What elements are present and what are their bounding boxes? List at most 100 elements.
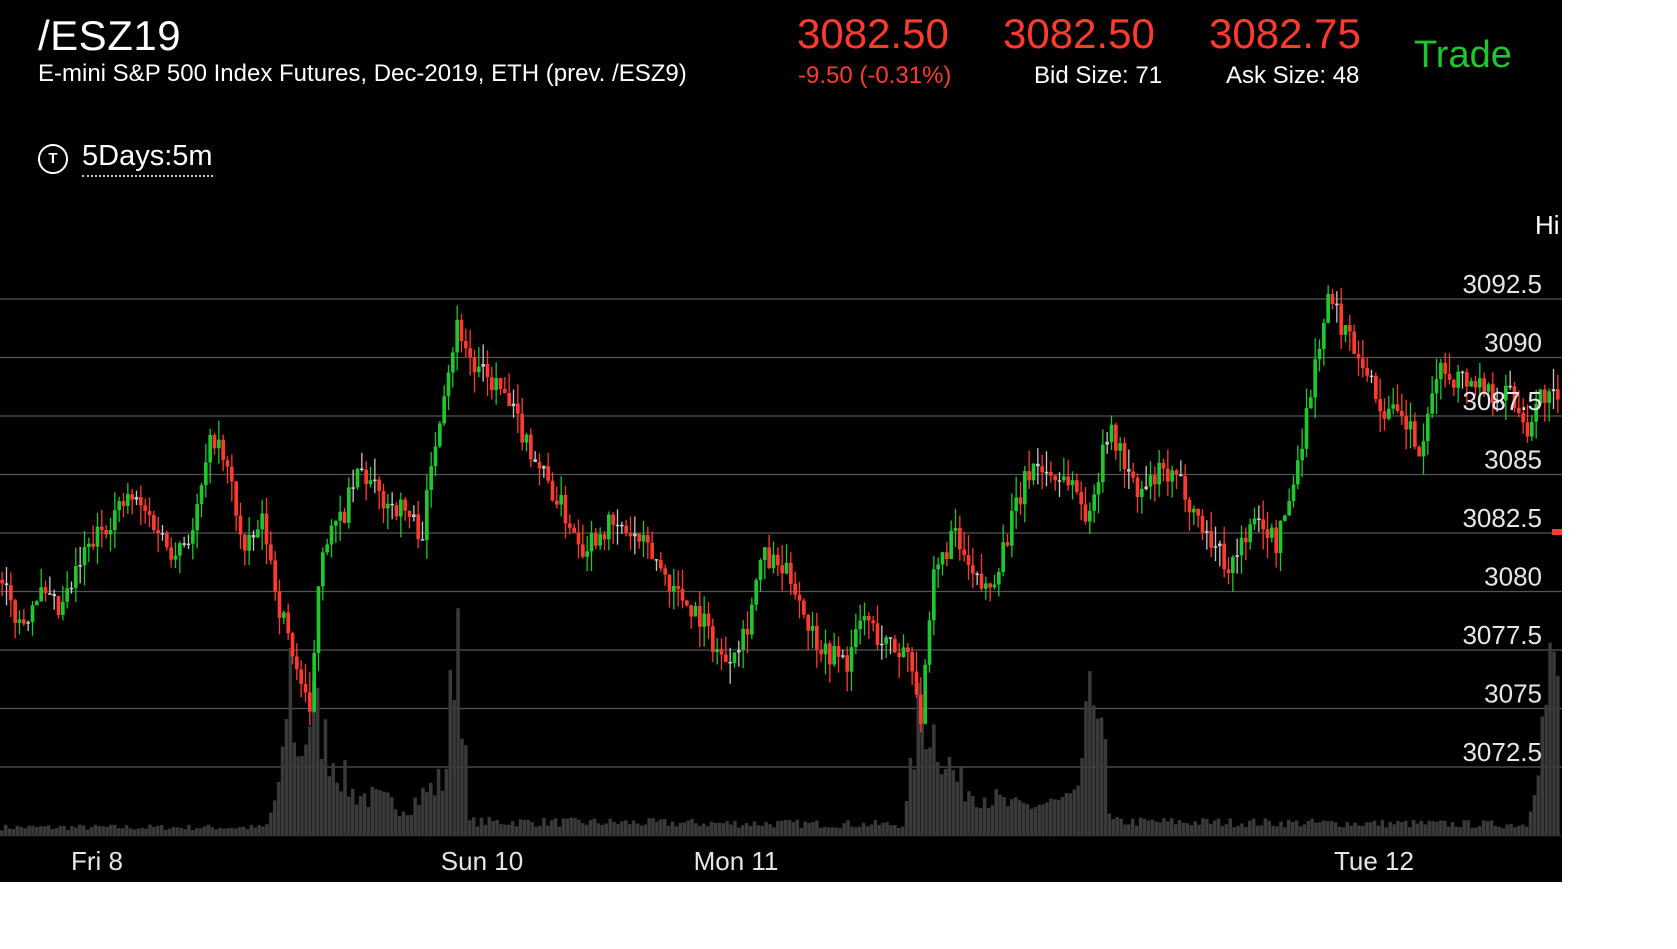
volume-bar xyxy=(432,795,437,836)
candle-body xyxy=(1452,379,1456,388)
candle-body xyxy=(819,649,823,655)
candle-body xyxy=(74,566,78,588)
candle-body xyxy=(329,525,334,545)
volume-bar xyxy=(1294,820,1299,836)
candle-body xyxy=(594,533,598,546)
volume-bar xyxy=(1287,819,1291,836)
timeframe-selector[interactable]: T 5Days:5m xyxy=(38,140,213,177)
candle-body xyxy=(186,543,191,546)
candle-body xyxy=(1057,480,1062,482)
volume-bar xyxy=(510,821,515,836)
candle-body xyxy=(416,514,420,540)
volume-bar xyxy=(113,824,117,836)
volume-bar xyxy=(171,826,176,836)
volume-bar xyxy=(401,811,406,836)
candle-body xyxy=(277,591,282,618)
candle-body xyxy=(368,480,373,485)
candle-body xyxy=(43,587,48,594)
volume-bar xyxy=(986,807,991,836)
candle-body xyxy=(1304,408,1309,449)
x-tick-label: Tue 12 xyxy=(1334,846,1414,876)
candle-body xyxy=(1387,408,1391,419)
volume-bar xyxy=(1462,820,1467,836)
candle-body xyxy=(1226,569,1231,574)
volume-bar xyxy=(928,747,932,836)
candle-body xyxy=(1200,515,1205,533)
volume-bar xyxy=(811,821,815,836)
candle-body xyxy=(208,434,212,463)
candle-body xyxy=(1183,476,1187,500)
volume-bar xyxy=(308,726,312,836)
candle-body xyxy=(230,466,234,482)
instrument-description: E-mini S&P 500 Index Futures, Dec-2019, … xyxy=(38,60,687,87)
volume-bar xyxy=(1361,825,1365,836)
candle-body xyxy=(35,601,39,606)
candle-body xyxy=(962,549,966,556)
volume-bar xyxy=(526,819,531,836)
candle-body xyxy=(802,600,806,615)
volume-bar xyxy=(620,821,624,836)
volume-bar xyxy=(390,797,394,836)
candle-body xyxy=(984,583,988,589)
candle-body xyxy=(1491,384,1495,403)
candle-body xyxy=(624,525,628,534)
candle-body xyxy=(1179,474,1183,477)
volume-bar xyxy=(612,821,616,836)
candle-body xyxy=(373,479,377,482)
candle-body xyxy=(1278,520,1283,553)
timeframe-label: 5Days:5m xyxy=(82,140,213,177)
candle-body xyxy=(1044,471,1049,474)
candle-body xyxy=(485,364,490,378)
volume-bar xyxy=(1248,820,1252,836)
candle-body xyxy=(191,530,195,544)
candle-body xyxy=(776,554,780,566)
volume-bar xyxy=(1329,820,1334,836)
candle-body xyxy=(1356,353,1361,359)
candle-body xyxy=(104,529,108,535)
volume-bar xyxy=(156,825,160,836)
candle-body xyxy=(1014,497,1018,512)
volume-bar xyxy=(397,815,402,836)
volume-bar xyxy=(994,789,999,836)
candle-body xyxy=(269,544,273,561)
candle-body xyxy=(95,526,100,547)
candle-body xyxy=(1127,469,1131,472)
candle-body xyxy=(841,655,845,657)
volume-bar xyxy=(1368,822,1373,836)
volume-bar xyxy=(1076,785,1080,836)
volume-bar xyxy=(448,669,453,836)
volume-bar xyxy=(273,800,277,836)
candle-body xyxy=(901,647,906,658)
trade-button[interactable]: Trade xyxy=(1414,34,1512,76)
candle-body xyxy=(1296,460,1300,485)
volume-bar xyxy=(1224,824,1229,836)
candle-body xyxy=(308,692,312,712)
volume-bar xyxy=(1536,775,1541,836)
volume-bar xyxy=(721,823,726,836)
candle-body xyxy=(641,535,646,542)
volume-bar xyxy=(943,768,948,836)
y-tick-label: 3075 xyxy=(1484,679,1542,709)
candle-body xyxy=(1543,389,1547,403)
chart-screen: 3092.5 3090 3087.5 3085 3082.5 3080 3077.5 3075… xyxy=(0,0,1562,882)
volume-bar xyxy=(354,804,359,836)
candle-body xyxy=(13,600,17,623)
candle-body xyxy=(199,485,204,505)
volume-bar xyxy=(1419,820,1424,836)
candle-body xyxy=(1196,508,1200,516)
x-tick-label: Mon 11 xyxy=(694,846,779,876)
candle-body xyxy=(503,388,507,393)
candle-body xyxy=(893,638,897,653)
volume-bar xyxy=(1466,820,1470,836)
candle-body xyxy=(121,501,126,506)
volume-bar xyxy=(1415,823,1420,836)
volume-bar xyxy=(261,826,265,836)
candle-body xyxy=(1322,322,1326,349)
candle-body xyxy=(1525,422,1530,437)
candle-body xyxy=(880,643,884,646)
volume-bar xyxy=(1532,795,1537,836)
volume-bar xyxy=(1084,701,1088,836)
price-chart[interactable]: 3092.5 3090 3087.5 3085 3082.5 3080 3077.5 3075… xyxy=(0,0,1562,882)
volume-bar xyxy=(1068,793,1073,836)
candle-body xyxy=(1504,385,1508,401)
